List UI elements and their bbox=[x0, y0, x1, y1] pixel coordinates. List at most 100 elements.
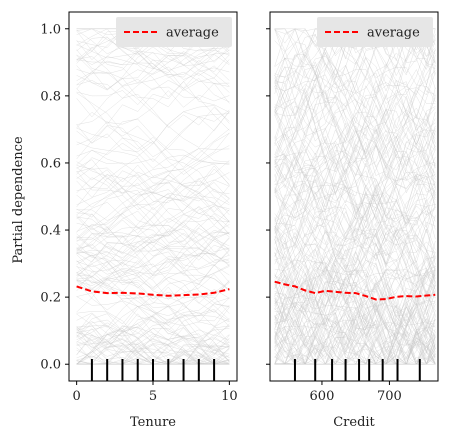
credit-ice-lines bbox=[274, 27, 436, 366]
ice-line bbox=[76, 55, 230, 108]
ice-line bbox=[76, 109, 230, 163]
ice-line bbox=[76, 306, 230, 349]
ice-line bbox=[76, 303, 230, 351]
ice-line bbox=[274, 277, 436, 365]
ice-line bbox=[76, 254, 230, 300]
ice-line bbox=[274, 68, 436, 189]
ice-line bbox=[274, 133, 436, 275]
ice-line bbox=[274, 174, 436, 234]
ice-line bbox=[76, 36, 230, 84]
ice-line bbox=[76, 193, 230, 247]
ice-line bbox=[76, 195, 230, 253]
ice-line bbox=[274, 142, 436, 270]
tenure-decile-rug bbox=[90, 359, 216, 381]
ice-line bbox=[76, 54, 230, 98]
y-tick-label: 0.8 bbox=[40, 89, 61, 104]
ice-line bbox=[274, 192, 436, 329]
tenure-pd-panel: 0 5 10 0.0 0.2 0.4 0.6 0.8 1.0 Tenure average bbox=[40, 11, 238, 430]
ice-line bbox=[76, 81, 230, 125]
ice-line bbox=[274, 221, 436, 346]
ice-line bbox=[76, 196, 230, 253]
credit-y-ticks bbox=[266, 28, 270, 365]
ice-line bbox=[274, 143, 436, 222]
ice-line bbox=[76, 231, 230, 254]
ice-line bbox=[274, 113, 436, 219]
ice-line bbox=[274, 50, 436, 189]
y-tick-label: 0.4 bbox=[40, 224, 61, 239]
tenure-legend[interactable]: average bbox=[116, 17, 232, 47]
ice-line bbox=[274, 238, 436, 365]
ice-line bbox=[274, 74, 436, 188]
ice-line bbox=[76, 157, 230, 212]
credit-x-axis-label: Credit bbox=[333, 415, 375, 430]
ice-line bbox=[76, 192, 230, 231]
ice-line bbox=[76, 113, 230, 173]
y-axis-label: Partial dependence bbox=[11, 136, 26, 264]
ice-line bbox=[76, 148, 230, 239]
y-tick-label: 1.0 bbox=[40, 22, 61, 37]
credit-legend[interactable]: average bbox=[317, 17, 433, 47]
ice-line bbox=[274, 152, 436, 241]
tenure-legend-label: average bbox=[166, 26, 219, 41]
tenure-legend-box bbox=[116, 17, 232, 47]
ice-line bbox=[76, 132, 230, 208]
ice-line bbox=[274, 184, 436, 365]
ice-line bbox=[274, 141, 436, 336]
tenure-average-line bbox=[76, 285, 230, 297]
ice-line bbox=[274, 80, 436, 161]
ice-line bbox=[76, 161, 230, 253]
ice-line bbox=[274, 305, 436, 365]
ice-line bbox=[76, 167, 230, 204]
y-tick-label: 0.0 bbox=[40, 358, 61, 373]
ice-line bbox=[76, 202, 230, 269]
ice-line bbox=[76, 334, 230, 365]
ice-line bbox=[76, 205, 230, 253]
x-tick-label: 5 bbox=[149, 389, 157, 404]
ice-line bbox=[76, 172, 230, 206]
ice-line bbox=[274, 224, 436, 321]
ice-line bbox=[76, 44, 230, 73]
x-tick-label: 700 bbox=[377, 389, 402, 404]
ice-line bbox=[76, 121, 230, 168]
ice-line bbox=[274, 316, 436, 365]
ice-line bbox=[76, 177, 230, 255]
ice-line bbox=[274, 240, 436, 359]
ice-line bbox=[76, 90, 230, 129]
x-tick-label: 10 bbox=[221, 389, 238, 404]
ice-line bbox=[76, 32, 230, 75]
ice-line bbox=[274, 135, 436, 237]
ice-line bbox=[76, 185, 230, 254]
ice-line bbox=[274, 259, 436, 356]
ice-line bbox=[274, 106, 436, 289]
ice-line bbox=[274, 189, 436, 266]
ice-line bbox=[76, 132, 230, 169]
ice-line bbox=[274, 130, 436, 249]
ice-line bbox=[76, 53, 230, 86]
tenure-x-axis-label: Tenure bbox=[130, 415, 176, 430]
ice-line bbox=[76, 227, 230, 274]
ice-line bbox=[274, 191, 436, 346]
y-tick-label: 0.2 bbox=[40, 291, 61, 306]
ice-line bbox=[274, 194, 436, 365]
average-line bbox=[76, 285, 230, 297]
ice-line bbox=[274, 161, 436, 287]
ice-line bbox=[76, 157, 230, 223]
ice-line bbox=[76, 170, 230, 211]
credit-legend-label: average bbox=[367, 26, 420, 41]
ice-line bbox=[76, 241, 230, 283]
ice-line bbox=[274, 39, 436, 139]
ice-line bbox=[274, 127, 436, 225]
ice-line bbox=[274, 142, 436, 288]
ice-line bbox=[76, 149, 230, 187]
ice-line bbox=[274, 125, 436, 317]
ice-line bbox=[76, 203, 230, 261]
ice-line bbox=[274, 112, 436, 179]
ice-line bbox=[76, 270, 230, 323]
ice-line bbox=[76, 54, 230, 90]
ice-line bbox=[274, 45, 436, 110]
ice-line bbox=[76, 226, 230, 261]
ice-line bbox=[274, 198, 436, 340]
tenure-ice-lines bbox=[76, 28, 230, 365]
ice-line bbox=[76, 326, 230, 365]
